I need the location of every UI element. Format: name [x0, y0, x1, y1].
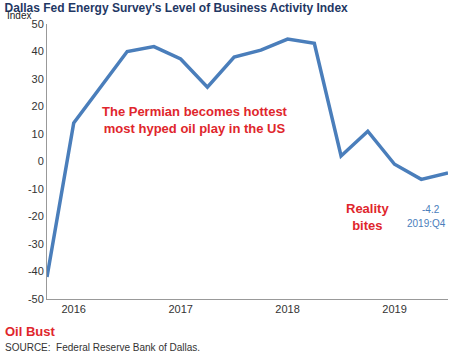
svg-text:2016: 2016 — [61, 303, 85, 315]
svg-text:40: 40 — [32, 45, 44, 57]
svg-text:20: 20 — [32, 100, 44, 112]
svg-text:2018: 2018 — [275, 303, 299, 315]
svg-text:The Permian becomes hottestmos: The Permian becomes hottestmost hyped oi… — [102, 104, 288, 136]
svg-text:0: 0 — [38, 155, 44, 167]
svg-text:SOURCE: Federal Reserve Bank: SOURCE: Federal Reserve Bank of Dallas. — [5, 342, 200, 351]
svg-text:Oil Bust: Oil Bust — [5, 324, 56, 339]
svg-text:-40: -40 — [28, 265, 44, 277]
svg-text:2019: 2019 — [382, 303, 406, 315]
svg-text:-4.2: -4.2 — [422, 204, 440, 215]
svg-text:Realitybites: Realitybites — [346, 201, 389, 233]
svg-text:-10: -10 — [28, 183, 44, 195]
svg-text:Index: Index — [7, 10, 31, 21]
svg-text:-20: -20 — [28, 210, 44, 222]
svg-text:2017: 2017 — [168, 303, 192, 315]
svg-text:2019:Q4: 2019:Q4 — [407, 218, 446, 229]
svg-text:-50: -50 — [28, 293, 44, 305]
svg-text:30: 30 — [32, 73, 44, 85]
svg-text:50: 50 — [32, 18, 44, 30]
svg-text:10: 10 — [32, 128, 44, 140]
svg-text:Dallas Fed Energy Survey's Lev: Dallas Fed Energy Survey's Level of Busi… — [5, 1, 349, 15]
svg-text:-30: -30 — [28, 238, 44, 250]
